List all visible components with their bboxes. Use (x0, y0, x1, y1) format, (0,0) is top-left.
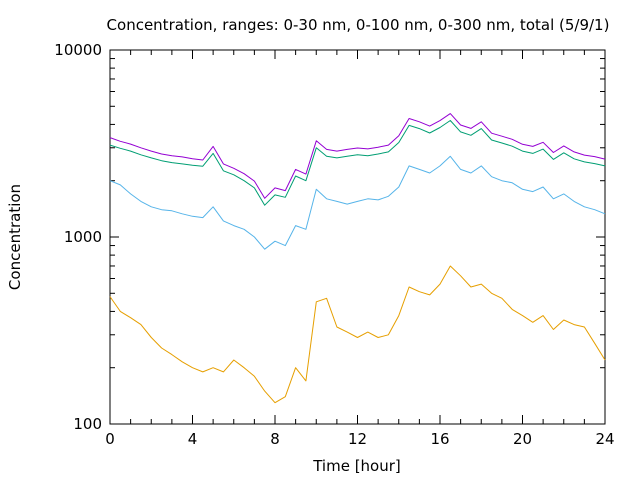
x-tick-label: 4 (188, 430, 198, 448)
x-tick-label: 16 (430, 430, 449, 448)
x-axis-label: Time [hour] (312, 457, 401, 475)
series-group (109, 113, 606, 404)
y-tick-label: 100 (73, 415, 102, 433)
y-tick-label: 10000 (54, 41, 102, 59)
x-tick-label: 12 (348, 430, 367, 448)
x-tick-label: 8 (270, 430, 280, 448)
y-tick-label: 1000 (64, 228, 102, 246)
chart-title: Concentration, ranges: 0-30 nm, 0-100 nm… (107, 16, 610, 34)
series-line-2 (109, 155, 606, 250)
axis-ticks: 0 4 8 12 16 20 24 100 1000 10000 (54, 41, 614, 448)
x-tick-label: 20 (513, 430, 532, 448)
y-axis-label: Concentration (6, 184, 24, 290)
x-tick-label: 0 (105, 430, 115, 448)
series-line-3 (109, 120, 606, 206)
plot-frame (109, 49, 606, 425)
x-tick-label: 24 (595, 430, 614, 448)
series-line-4 (109, 113, 606, 199)
series-line-1 (109, 265, 606, 404)
